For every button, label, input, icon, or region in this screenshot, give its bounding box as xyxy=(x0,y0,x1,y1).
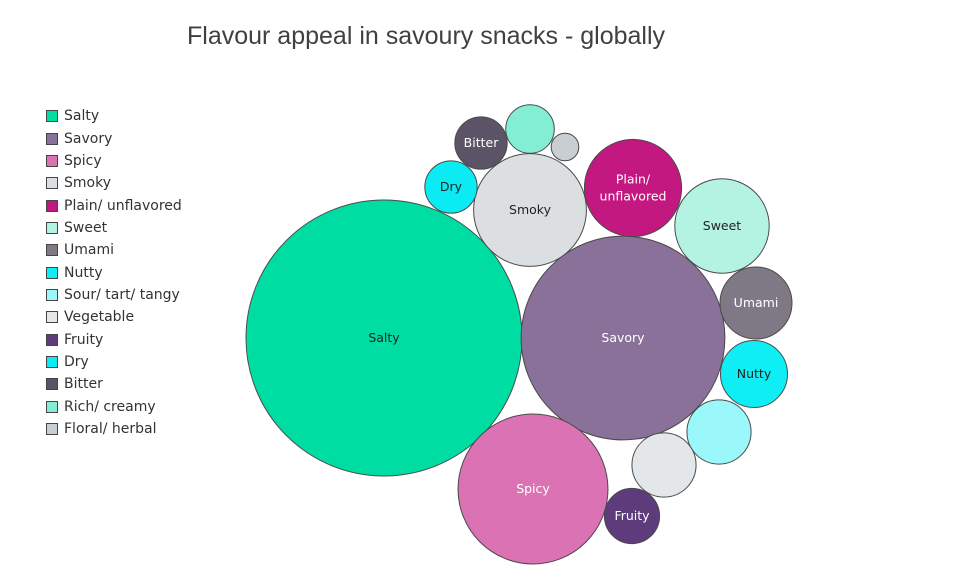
bubble-label: Savory xyxy=(601,330,645,345)
legend-swatch xyxy=(46,400,58,413)
bubble[interactable] xyxy=(583,138,683,238)
bubble[interactable] xyxy=(520,235,726,441)
bubble[interactable] xyxy=(631,432,697,498)
legend-item[interactable]: Savory xyxy=(46,127,182,149)
bubble-label: Salty xyxy=(368,330,400,345)
legend-item[interactable]: Floral/ herbal xyxy=(46,418,182,440)
bubble-label: Fruity xyxy=(614,508,650,523)
legend-swatch xyxy=(46,266,58,279)
bubble-label: Sweet xyxy=(703,218,742,233)
legend-swatch xyxy=(46,199,58,212)
legend-item[interactable]: Vegetable xyxy=(46,306,182,328)
bubble-label: Nutty xyxy=(737,366,772,381)
legend-label: Dry xyxy=(64,353,89,370)
bubble[interactable] xyxy=(719,266,793,340)
legend-label: Smoky xyxy=(64,175,111,192)
legend-item[interactable]: Plain/ unflavored xyxy=(46,194,182,216)
legend-label: Rich/ creamy xyxy=(64,398,156,415)
bubble[interactable] xyxy=(457,413,609,565)
legend-swatch xyxy=(46,244,58,257)
legend-item[interactable]: Sweet xyxy=(46,217,182,239)
legend-item[interactable]: Umami xyxy=(46,239,182,261)
bubble[interactable] xyxy=(603,487,661,545)
legend-swatch xyxy=(46,221,58,234)
bubble[interactable] xyxy=(719,339,789,409)
bubble-label: Plain/unflavored xyxy=(600,172,667,204)
legend-label: Sour/ tart/ tangy xyxy=(64,286,180,303)
bubble[interactable] xyxy=(424,160,478,214)
bubble-label: Dry xyxy=(440,179,463,194)
legend-swatch xyxy=(46,154,58,167)
chart-title: Flavour appeal in savoury snacks - globa… xyxy=(187,22,666,50)
bubble-label: Umami xyxy=(734,295,779,310)
bubble-label: Bitter xyxy=(464,135,500,150)
legend-item[interactable]: Spicy xyxy=(46,150,182,172)
legend-label: Plain/ unflavored xyxy=(64,197,182,214)
bubble[interactable] xyxy=(686,399,752,465)
legend-item[interactable]: Smoky xyxy=(46,172,182,194)
legend-swatch xyxy=(46,355,58,368)
legend-swatch xyxy=(46,288,58,301)
legend-label: Salty xyxy=(64,108,100,125)
bubble[interactable] xyxy=(550,132,580,162)
legend-label: Savory xyxy=(64,130,113,147)
bubble[interactable] xyxy=(454,116,508,170)
legend-label: Sweet xyxy=(64,219,108,236)
legend-label: Floral/ herbal xyxy=(64,420,157,437)
legend-label: Umami xyxy=(64,242,114,259)
bubble[interactable] xyxy=(505,104,555,154)
legend-item[interactable]: Bitter xyxy=(46,373,182,395)
legend-swatch xyxy=(46,110,58,123)
legend-swatch xyxy=(46,333,58,346)
legend-swatch xyxy=(46,132,58,145)
legend-item[interactable]: Salty xyxy=(46,105,182,127)
legend-swatch xyxy=(46,177,58,190)
legend: Salty Savory Spicy Smoky Plain/ unflavored Sw… xyxy=(46,105,182,440)
legend-item[interactable]: Sour/ tart/ tangy xyxy=(46,284,182,306)
legend-label: Fruity xyxy=(64,331,104,348)
legend-item[interactable]: Dry xyxy=(46,351,182,373)
bubble[interactable] xyxy=(674,178,770,274)
legend-label: Nutty xyxy=(64,264,103,281)
legend-label: Bitter xyxy=(64,376,103,393)
legend-swatch xyxy=(46,311,58,324)
legend-label: Vegetable xyxy=(64,309,135,326)
legend-item[interactable]: Nutty xyxy=(46,261,182,283)
bubble-label: Smoky xyxy=(509,202,552,217)
legend-item[interactable]: Rich/ creamy xyxy=(46,395,182,417)
legend-swatch xyxy=(46,378,58,391)
legend-label: Spicy xyxy=(64,152,102,169)
legend-item[interactable]: Fruity xyxy=(46,328,182,350)
bubble-label: Spicy xyxy=(516,481,550,496)
legend-swatch xyxy=(46,422,58,435)
